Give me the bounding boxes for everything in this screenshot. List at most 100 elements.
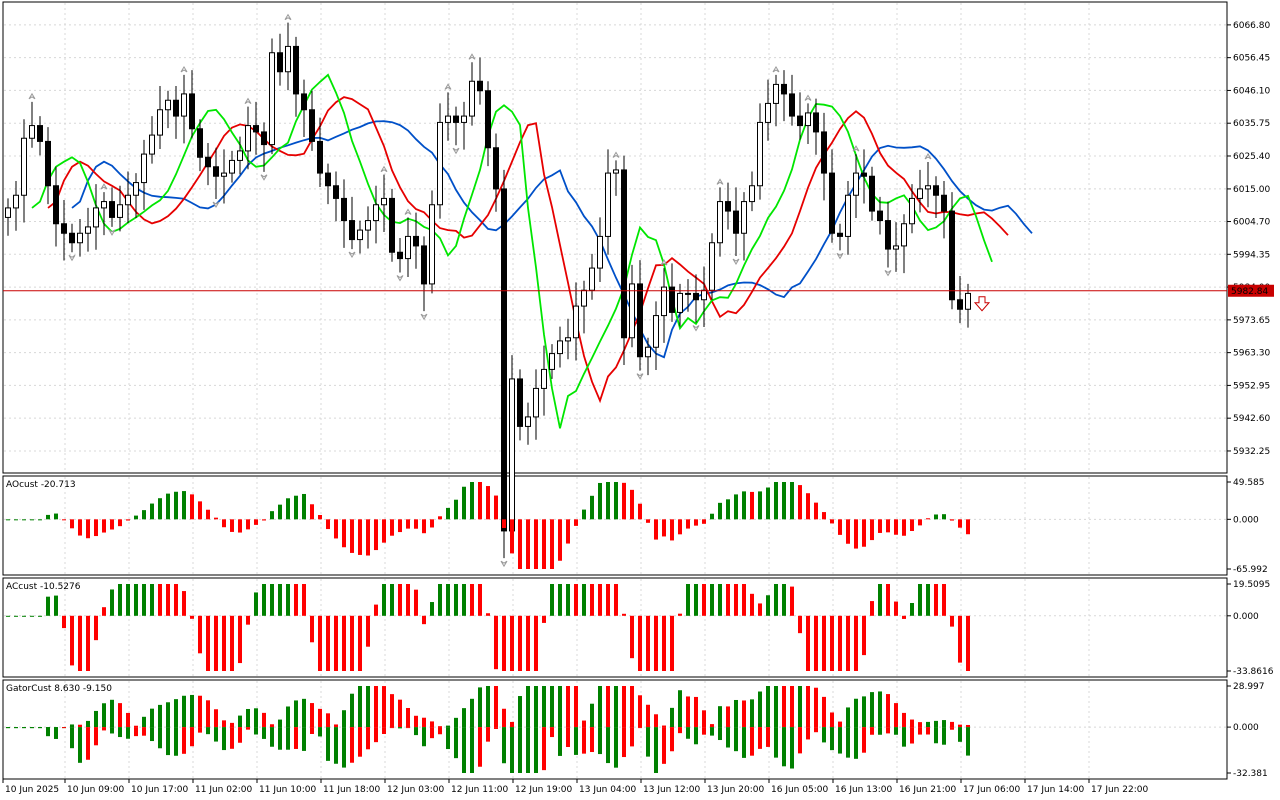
candle[interactable] (765, 102, 771, 123)
candle[interactable] (605, 172, 611, 237)
candle[interactable] (181, 93, 187, 117)
candle[interactable] (117, 204, 123, 218)
candle[interactable] (685, 292, 691, 295)
candle[interactable] (21, 137, 27, 196)
candle[interactable] (349, 220, 355, 241)
candle[interactable] (245, 125, 251, 152)
candle[interactable] (789, 93, 795, 117)
price-candles[interactable] (5, 22, 971, 559)
candle[interactable] (837, 232, 843, 237)
candle[interactable] (589, 267, 595, 291)
candle[interactable] (725, 201, 731, 212)
candle[interactable] (709, 242, 715, 291)
candle[interactable] (269, 52, 275, 146)
candle[interactable] (749, 185, 755, 203)
candle[interactable] (701, 289, 707, 301)
candle[interactable] (29, 125, 35, 139)
candle[interactable] (277, 52, 283, 73)
candle[interactable] (885, 220, 891, 250)
candle[interactable] (733, 210, 739, 234)
candle[interactable] (517, 378, 523, 427)
candle[interactable] (669, 286, 675, 313)
candle[interactable] (957, 299, 963, 310)
candle[interactable] (861, 172, 867, 177)
candle[interactable] (229, 159, 235, 174)
candle[interactable] (597, 235, 603, 269)
candle[interactable] (549, 353, 555, 370)
candle[interactable] (69, 232, 75, 244)
candle[interactable] (149, 134, 155, 155)
candle[interactable] (573, 305, 579, 339)
candle[interactable] (653, 315, 659, 348)
candle[interactable] (853, 172, 859, 196)
candle[interactable] (301, 93, 307, 111)
candle[interactable] (285, 45, 291, 73)
candle[interactable] (469, 80, 475, 117)
candle[interactable] (53, 185, 59, 225)
candle[interactable] (877, 210, 883, 222)
candle[interactable] (157, 109, 163, 136)
candle[interactable] (525, 416, 531, 427)
candle[interactable] (381, 197, 387, 206)
candle[interactable] (45, 140, 51, 187)
candle[interactable] (461, 115, 467, 123)
candle[interactable] (133, 182, 139, 196)
candle[interactable] (405, 235, 411, 260)
candle[interactable] (581, 289, 587, 307)
candle[interactable] (357, 229, 363, 241)
candle[interactable] (645, 346, 651, 358)
candle[interactable] (109, 201, 115, 218)
candle[interactable] (933, 185, 939, 196)
candle[interactable] (173, 99, 179, 117)
candle[interactable] (485, 90, 491, 149)
candle[interactable] (205, 156, 211, 168)
candle[interactable] (317, 140, 323, 174)
candle[interactable] (221, 172, 227, 177)
candle[interactable] (637, 283, 643, 358)
candle[interactable] (813, 112, 819, 133)
candle[interactable] (77, 232, 83, 244)
candle[interactable] (629, 283, 635, 339)
candle[interactable] (565, 337, 571, 342)
candle[interactable] (237, 150, 243, 161)
candle[interactable] (557, 340, 563, 355)
candle[interactable] (101, 201, 107, 209)
candle[interactable] (757, 121, 763, 187)
candle[interactable] (869, 175, 875, 212)
candle[interactable] (61, 223, 67, 234)
candle[interactable] (621, 169, 627, 339)
candle[interactable] (325, 172, 331, 187)
candle[interactable] (949, 210, 955, 301)
candle[interactable] (445, 115, 451, 123)
candle[interactable] (477, 80, 483, 92)
candle[interactable] (397, 251, 403, 260)
candle[interactable] (541, 368, 547, 389)
candle[interactable] (717, 201, 723, 244)
candle[interactable] (389, 197, 395, 253)
candle[interactable] (85, 226, 91, 234)
candle[interactable] (533, 387, 539, 418)
candle[interactable] (845, 194, 851, 237)
candle[interactable] (5, 207, 11, 218)
candle[interactable] (293, 45, 299, 95)
candle[interactable] (421, 245, 427, 285)
candle[interactable] (901, 223, 907, 247)
candle[interactable] (493, 147, 499, 190)
candle[interactable] (37, 125, 43, 142)
candle[interactable] (93, 207, 99, 228)
candle[interactable] (429, 204, 435, 285)
candle[interactable] (797, 115, 803, 127)
candle[interactable] (661, 286, 667, 317)
candle[interactable] (893, 245, 899, 250)
candle[interactable] (189, 93, 195, 130)
candle[interactable] (373, 204, 379, 222)
candle[interactable] (925, 185, 931, 190)
candle[interactable] (909, 197, 915, 225)
candle[interactable] (165, 99, 171, 111)
candle[interactable] (917, 188, 923, 199)
candle[interactable] (341, 197, 347, 222)
candle[interactable] (773, 83, 779, 104)
candle[interactable] (365, 220, 371, 231)
candle[interactable] (613, 169, 619, 174)
